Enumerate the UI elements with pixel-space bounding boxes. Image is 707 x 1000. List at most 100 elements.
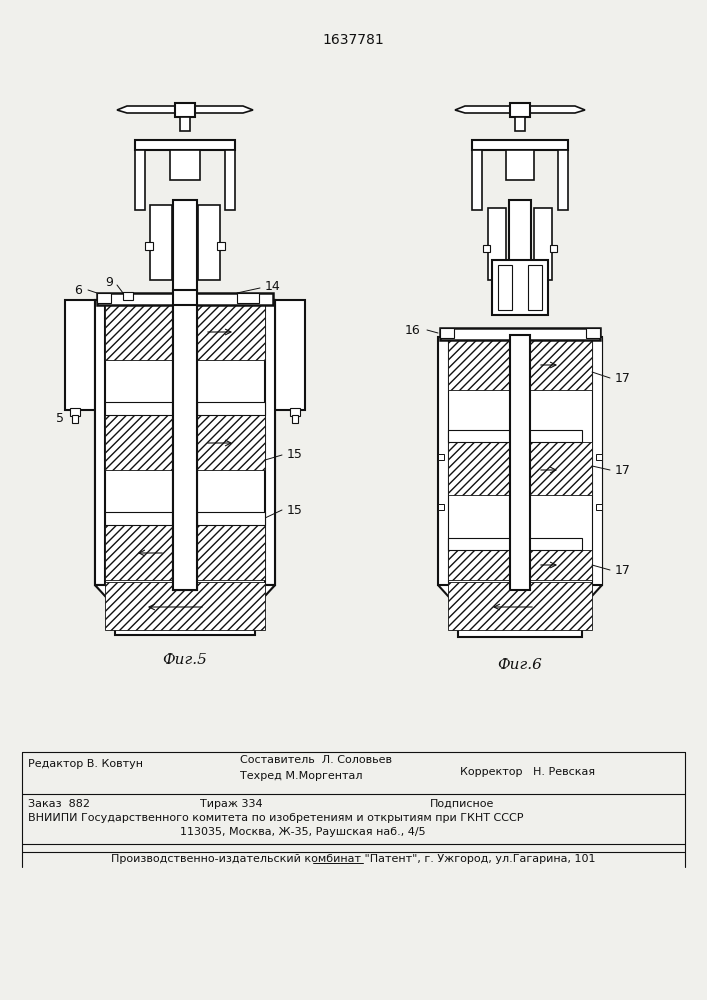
Bar: [438, 504, 444, 510]
Bar: [510, 335, 530, 590]
Text: 15: 15: [287, 448, 303, 462]
Bar: [173, 200, 197, 300]
Bar: [440, 328, 454, 338]
Bar: [592, 337, 602, 585]
Bar: [198, 205, 220, 280]
Bar: [292, 415, 298, 423]
Bar: [72, 415, 78, 423]
Text: 1637781: 1637781: [322, 33, 384, 47]
Bar: [472, 150, 482, 210]
Bar: [97, 293, 273, 305]
Text: Составитель  Л. Соловьев: Составитель Л. Соловьев: [240, 755, 392, 765]
Bar: [135, 150, 145, 210]
Text: Подписное: Подписное: [430, 799, 494, 809]
Bar: [534, 208, 552, 280]
Text: ВНИИПИ Государственного комитета по изобретениям и открытиям при ГКНТ СССР: ВНИИПИ Государственного комитета по изоб…: [28, 813, 523, 823]
Bar: [175, 103, 195, 117]
Bar: [448, 340, 510, 390]
Text: Фиг.5: Фиг.5: [163, 653, 207, 667]
Bar: [225, 150, 235, 210]
Bar: [170, 150, 200, 180]
Bar: [197, 402, 265, 415]
Bar: [237, 293, 259, 303]
Bar: [509, 200, 531, 300]
Polygon shape: [438, 585, 602, 607]
Bar: [438, 337, 448, 585]
Bar: [105, 305, 173, 360]
Bar: [472, 140, 568, 150]
Polygon shape: [95, 585, 275, 607]
Bar: [448, 538, 582, 550]
Bar: [530, 550, 592, 580]
Text: 113035, Москва, Ж-35, Раушская наб., 4/5: 113035, Москва, Ж-35, Раушская наб., 4/5: [180, 827, 426, 837]
Bar: [448, 550, 510, 580]
Bar: [483, 245, 490, 252]
Bar: [506, 150, 534, 180]
Bar: [438, 454, 444, 460]
Bar: [488, 208, 506, 280]
Bar: [197, 415, 265, 470]
Bar: [65, 300, 95, 410]
Text: Производственно-издательский комбинат "Патент", г. Ужгород, ул.Гагарина, 101: Производственно-издательский комбинат "П…: [111, 854, 595, 864]
Polygon shape: [95, 585, 275, 605]
Bar: [105, 512, 173, 525]
Text: 15: 15: [287, 504, 303, 516]
Text: 5: 5: [56, 412, 64, 424]
Bar: [95, 300, 105, 585]
Bar: [290, 408, 300, 416]
Bar: [498, 265, 512, 310]
Bar: [123, 292, 133, 300]
Polygon shape: [195, 106, 253, 113]
Bar: [275, 300, 305, 410]
Text: 17: 17: [615, 564, 631, 576]
Bar: [95, 300, 275, 585]
Bar: [105, 402, 173, 415]
Bar: [530, 340, 592, 390]
Bar: [530, 442, 592, 495]
Bar: [115, 605, 255, 635]
Text: Редактор В. Ковтун: Редактор В. Ковтун: [28, 759, 143, 769]
Bar: [515, 117, 525, 131]
Polygon shape: [530, 106, 585, 113]
Text: 17: 17: [615, 371, 631, 384]
Bar: [135, 140, 235, 150]
Bar: [440, 328, 600, 340]
Bar: [197, 512, 265, 525]
Bar: [173, 305, 197, 590]
Text: Фиг.6: Фиг.6: [498, 658, 542, 672]
Text: 17: 17: [615, 464, 631, 477]
Polygon shape: [455, 106, 510, 113]
Bar: [173, 290, 197, 590]
Bar: [492, 260, 548, 315]
Bar: [458, 607, 582, 637]
Polygon shape: [117, 106, 175, 113]
Bar: [197, 525, 265, 580]
Bar: [596, 504, 602, 510]
Bar: [265, 300, 275, 585]
Bar: [550, 245, 557, 252]
Bar: [97, 293, 111, 303]
Bar: [558, 150, 568, 210]
Bar: [596, 454, 602, 460]
Bar: [217, 242, 225, 250]
Bar: [150, 205, 172, 280]
Bar: [448, 442, 510, 495]
Text: 16: 16: [404, 324, 420, 336]
Bar: [145, 242, 153, 250]
Text: Техред М.Моргентал: Техред М.Моргентал: [240, 771, 363, 781]
Bar: [105, 582, 265, 630]
Text: Корректор   Н. Ревская: Корректор Н. Ревская: [460, 767, 595, 777]
Bar: [528, 265, 542, 310]
Bar: [180, 117, 190, 131]
Bar: [105, 415, 173, 470]
Bar: [448, 430, 582, 442]
Bar: [448, 582, 592, 630]
Text: 9: 9: [105, 275, 113, 288]
Text: Заказ  882: Заказ 882: [28, 799, 90, 809]
Text: 6: 6: [74, 284, 82, 296]
Bar: [105, 525, 173, 580]
Text: 14: 14: [265, 279, 281, 292]
Bar: [70, 408, 80, 416]
Text: Тираж 334: Тираж 334: [200, 799, 262, 809]
Bar: [438, 337, 602, 585]
